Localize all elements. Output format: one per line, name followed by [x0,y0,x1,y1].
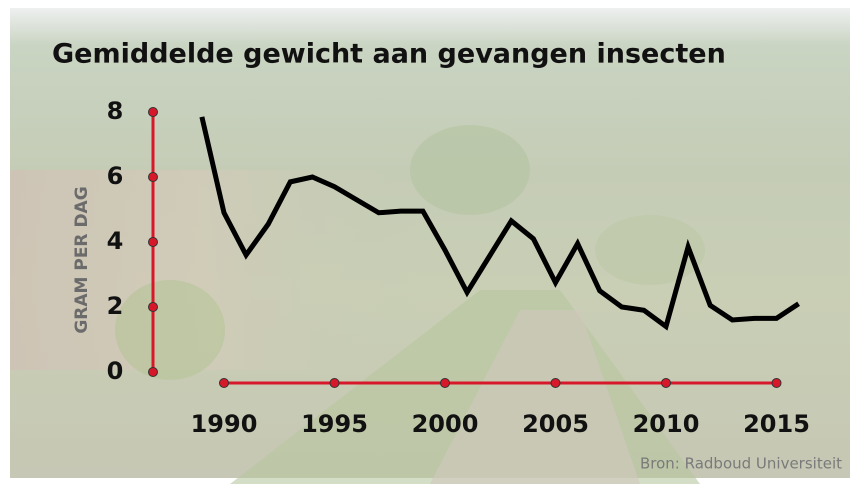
x-tick-dot [220,379,229,388]
y-tick-label: 2 [107,292,124,320]
y-tick-dot [149,173,158,182]
chart: Gemiddelde gewicht aan gevangen insecten… [0,0,858,484]
x-tick-label: 1990 [191,410,258,438]
y-tick-label: 4 [107,227,124,255]
x-tick-label: 1995 [301,410,368,438]
x-tick-label: 2010 [633,410,700,438]
page: Gemiddelde gewicht aan gevangen insecten… [0,0,858,484]
y-tick-dot [149,108,158,117]
x-tick-dot [772,379,781,388]
y-tick-dot [149,368,158,377]
background-tree [115,280,225,380]
x-tick-dot [441,379,450,388]
y-tick-label: 0 [107,357,124,385]
x-tick-dot [662,379,671,388]
y-tick-dot [149,238,158,247]
chart-title: Gemiddelde gewicht aan gevangen insecten [52,39,726,70]
x-tick-dot [551,379,560,388]
background-tree [410,125,530,215]
y-axis-label: GRAM PER DAG [72,186,92,333]
x-tick-label: 2000 [412,410,479,438]
source: Bron: Radboud Universiteit [640,455,842,473]
y-tick-label: 8 [107,97,124,125]
y-tick-dot [149,303,158,312]
y-tick-label: 6 [107,162,124,190]
x-tick-dot [330,379,339,388]
x-tick-label: 2005 [522,410,589,438]
x-tick-label: 2015 [743,410,810,438]
